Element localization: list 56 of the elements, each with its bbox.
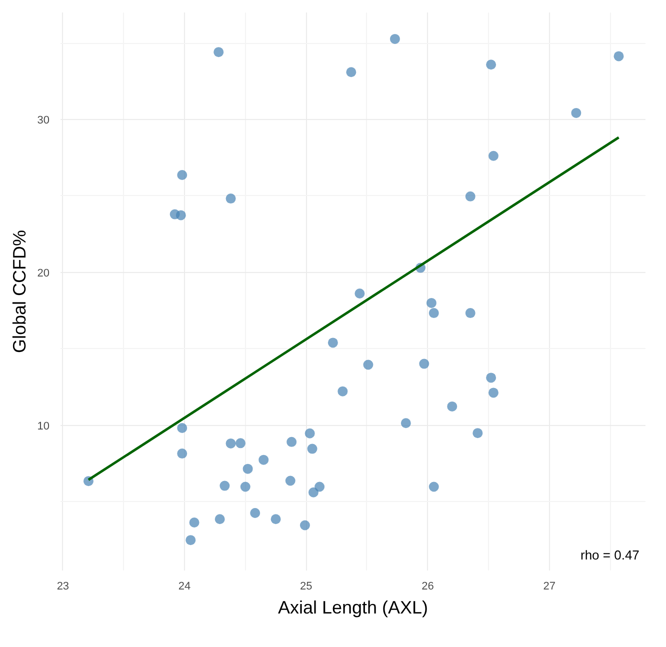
point	[465, 191, 476, 202]
point	[571, 108, 582, 118]
point	[286, 436, 297, 447]
point	[472, 428, 483, 438]
point	[328, 338, 338, 348]
point	[177, 170, 188, 180]
point	[426, 298, 436, 308]
point	[214, 514, 225, 524]
point	[177, 448, 188, 459]
point	[465, 308, 476, 318]
point	[419, 358, 430, 369]
point	[300, 520, 310, 530]
point	[186, 535, 196, 546]
x-tick-label: 23	[56, 580, 70, 592]
point	[400, 418, 411, 428]
point	[226, 194, 236, 204]
point	[258, 454, 269, 465]
point	[176, 210, 186, 220]
x-axis-title: Axial Length (AXL)	[278, 598, 428, 618]
point	[214, 47, 224, 58]
point	[240, 482, 250, 492]
point	[226, 438, 236, 448]
point	[304, 428, 315, 438]
x-tick-label: 27	[543, 580, 556, 592]
point	[346, 67, 356, 78]
point	[220, 480, 230, 491]
point	[285, 476, 296, 486]
point	[236, 438, 246, 448]
y-tick-label: 30	[37, 114, 50, 127]
point	[428, 482, 439, 492]
point	[488, 150, 498, 161]
point	[338, 386, 348, 396]
point	[307, 444, 318, 454]
point	[270, 514, 281, 524]
point	[363, 360, 374, 370]
point	[314, 482, 325, 492]
y-axis-title: Global CCFD%	[9, 230, 30, 354]
point	[428, 308, 439, 318]
y-tick-label: 10	[37, 420, 50, 432]
point	[354, 288, 365, 298]
x-tick-label: 26	[422, 580, 434, 592]
x-tick-label: 24	[178, 580, 191, 592]
point	[189, 518, 200, 528]
point	[447, 401, 458, 412]
point	[614, 51, 624, 62]
x-tick-label: 25	[300, 580, 312, 592]
point	[486, 60, 496, 70]
point	[242, 464, 253, 474]
y-tick-label: 20	[37, 267, 50, 280]
point	[308, 487, 318, 498]
annotation: rho = 0.47	[580, 548, 640, 562]
point	[488, 388, 498, 398]
point	[250, 508, 260, 518]
point	[177, 423, 188, 434]
point	[486, 372, 496, 383]
point	[390, 34, 400, 44]
